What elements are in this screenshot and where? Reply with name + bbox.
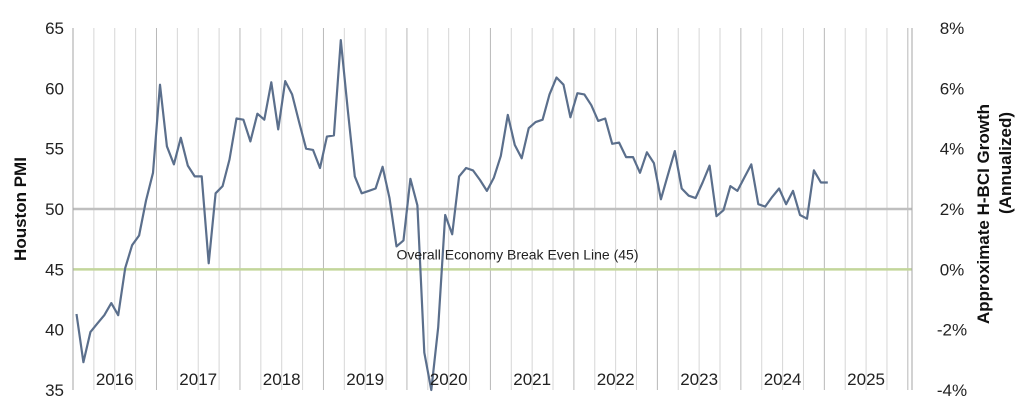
right-axis-subtitle: (Annualized) xyxy=(996,112,1015,214)
year-label: 2022 xyxy=(597,370,635,389)
right-tick-label: 0% xyxy=(940,260,965,279)
right-tick-label: 4% xyxy=(940,140,965,159)
year-label: 2025 xyxy=(847,370,885,389)
year-label: 2019 xyxy=(346,370,384,389)
left-tick-label: 35 xyxy=(45,381,64,400)
axis-layer xyxy=(72,28,913,390)
right-tick-label: 8% xyxy=(940,19,965,38)
houston-pmi-series-line xyxy=(75,38,828,392)
left-axis-title: Houston PMI xyxy=(11,157,30,261)
year-label: 2024 xyxy=(764,370,802,389)
left-tick-label: 45 xyxy=(45,260,64,279)
left-tick-label: 55 xyxy=(45,140,64,159)
break-even-label: Overall Economy Break Even Line (45) xyxy=(397,246,639,262)
right-tick-label: 6% xyxy=(940,79,965,98)
left-tick-label: 40 xyxy=(45,321,64,340)
right-axis-title: Approximate H-BCI Growth xyxy=(974,104,993,324)
left-tick-label: 50 xyxy=(45,200,64,219)
label-layer: Overall Economy Break Even Line (45) 35 40… xyxy=(11,19,1015,400)
year-label: 2023 xyxy=(680,370,718,389)
left-tick-label: 60 xyxy=(45,79,64,98)
reference-lines xyxy=(73,207,912,271)
series-layer xyxy=(75,38,828,392)
year-label: 2017 xyxy=(179,370,217,389)
year-label: 2020 xyxy=(430,370,468,389)
year-label: 2021 xyxy=(513,370,551,389)
left-tick-label: 65 xyxy=(45,19,64,38)
right-tick-label: 2% xyxy=(940,200,965,219)
year-label: 2018 xyxy=(263,370,301,389)
year-label: 2016 xyxy=(96,370,134,389)
right-tick-label: -2% xyxy=(937,321,967,340)
right-tick-label: -4% xyxy=(937,381,967,400)
